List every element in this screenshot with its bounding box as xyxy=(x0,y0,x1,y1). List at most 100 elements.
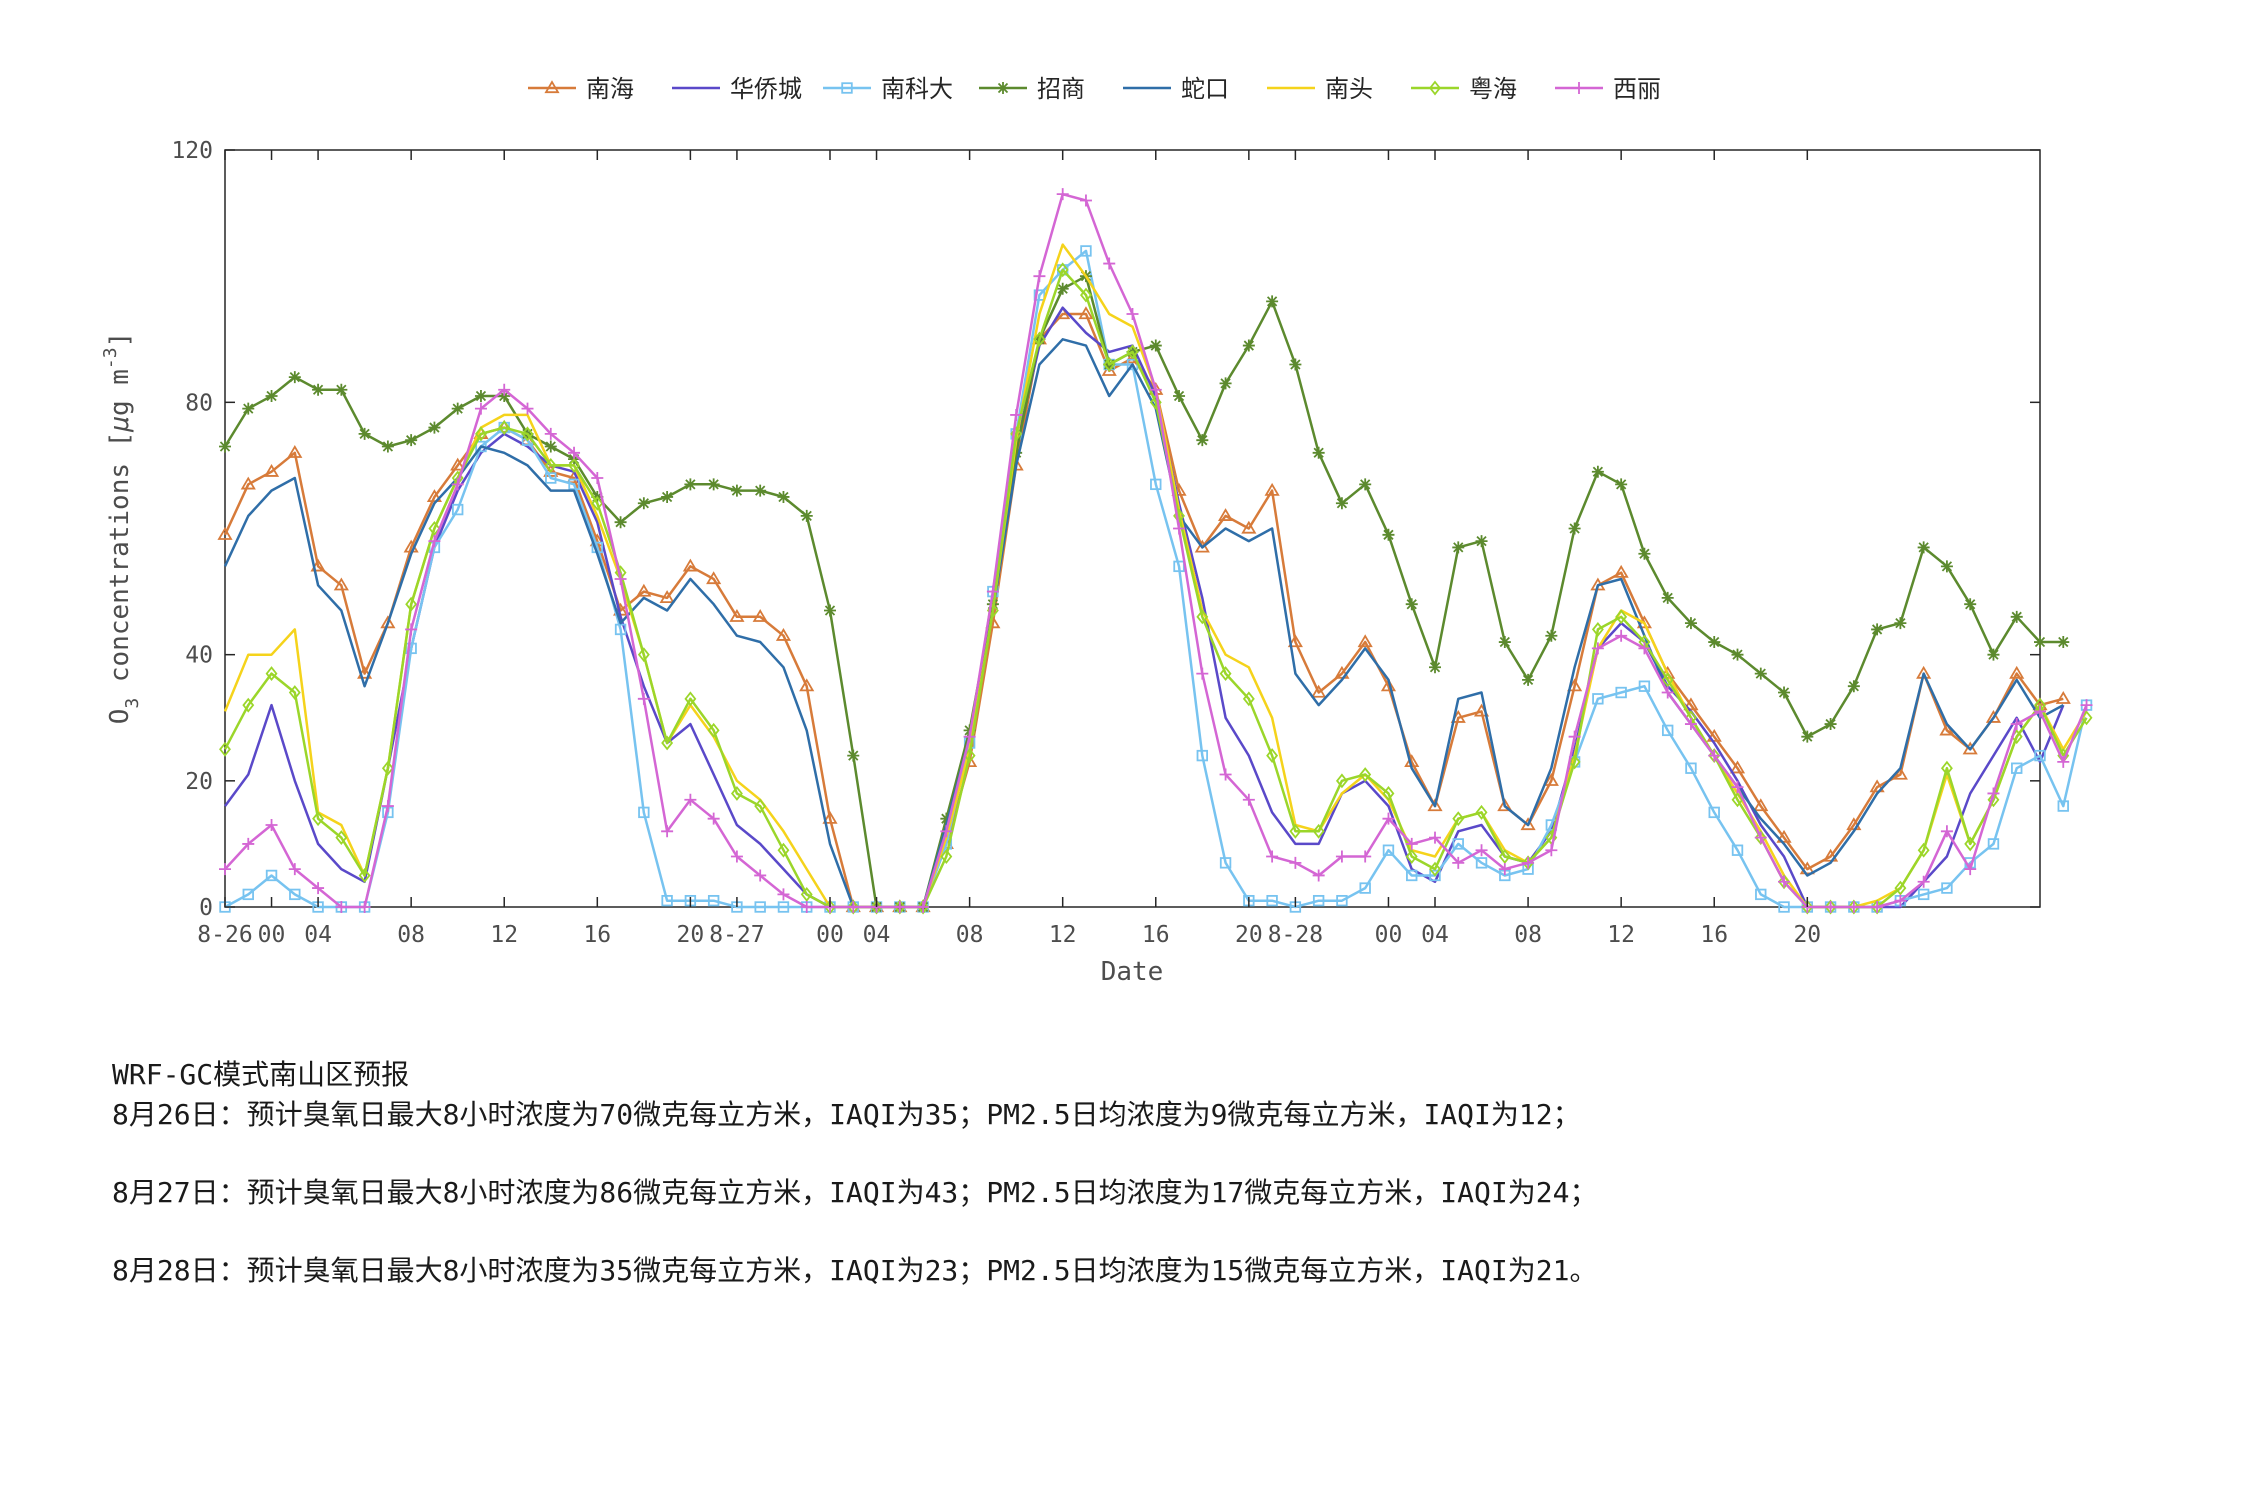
x-tick-label: 04 xyxy=(304,922,332,948)
data-point xyxy=(777,490,790,503)
data-point xyxy=(1149,394,1162,410)
data-point xyxy=(1219,377,1232,390)
data-point xyxy=(777,888,790,901)
data-point xyxy=(707,722,720,738)
data-point xyxy=(1708,749,1721,762)
data-point xyxy=(475,426,487,442)
data-point xyxy=(963,730,976,743)
x-tick-label: 20 xyxy=(1235,922,1263,948)
data-point xyxy=(1568,730,1581,743)
data-point xyxy=(381,440,394,453)
data-point xyxy=(1382,812,1395,825)
data-point xyxy=(1335,850,1348,863)
legend-item: 南海 xyxy=(528,75,634,103)
data-point xyxy=(1941,882,1953,894)
data-point xyxy=(242,402,255,415)
data-point xyxy=(1266,295,1279,308)
x-tick-label: 00 xyxy=(1375,922,1403,948)
data-point xyxy=(847,901,860,913)
series-layer xyxy=(217,188,2093,915)
data-point xyxy=(265,869,278,882)
data-point xyxy=(1892,766,1908,780)
data-point xyxy=(265,390,278,403)
data-point xyxy=(1987,792,2000,808)
data-point xyxy=(1429,861,1441,877)
data-point xyxy=(1405,849,1418,864)
data-point xyxy=(1196,609,1209,625)
legend-item: 南头 xyxy=(1267,75,1373,103)
data-point xyxy=(730,484,743,497)
data-point xyxy=(358,427,371,440)
data-point xyxy=(1196,667,1209,680)
data-point xyxy=(381,760,394,776)
data-point xyxy=(333,577,349,591)
legend-item: 南科大 xyxy=(823,75,953,103)
data-point xyxy=(1613,564,1629,578)
data-point xyxy=(1264,482,1280,496)
data-point xyxy=(1755,888,1767,901)
data-point xyxy=(1427,798,1443,812)
data-point xyxy=(1242,691,1255,707)
data-point xyxy=(2010,610,2023,623)
plot-area xyxy=(224,149,2041,908)
data-point xyxy=(263,463,280,477)
x-tick-label: 04 xyxy=(1421,922,1449,948)
data-point xyxy=(1778,875,1791,888)
data-point xyxy=(219,440,231,453)
data-point xyxy=(1149,339,1162,352)
data-point xyxy=(219,863,231,876)
data-point xyxy=(986,585,999,598)
data-point xyxy=(800,886,813,902)
data-point xyxy=(1939,722,1955,736)
data-point xyxy=(451,503,464,516)
data-point xyxy=(1289,856,1302,869)
data-point xyxy=(591,495,604,511)
x-tick-label: 08 xyxy=(1514,922,1542,948)
series-西丽 xyxy=(219,188,2093,913)
legend-marker xyxy=(544,80,560,94)
data-point xyxy=(1056,188,1069,201)
data-point xyxy=(730,786,743,801)
legend-label: 南科大 xyxy=(881,75,953,103)
data-point xyxy=(752,609,768,622)
data-point xyxy=(614,572,627,585)
data-point xyxy=(405,596,418,612)
data-point xyxy=(1380,678,1397,692)
data-point xyxy=(822,810,838,824)
data-point xyxy=(545,472,557,484)
data-point xyxy=(1010,408,1023,421)
data-point xyxy=(498,383,511,396)
data-point xyxy=(1706,728,1722,742)
data-point xyxy=(1429,661,1441,674)
data-point xyxy=(940,812,953,825)
data-point xyxy=(1405,598,1418,611)
data-point xyxy=(335,383,348,396)
data-point xyxy=(2057,800,2069,812)
data-point xyxy=(1080,287,1092,303)
data-point xyxy=(2057,636,2070,649)
data-point xyxy=(1173,522,1186,535)
data-point xyxy=(498,390,511,403)
data-point xyxy=(312,383,325,396)
data-point xyxy=(1218,508,1234,521)
data-point xyxy=(381,800,394,813)
series-line xyxy=(223,306,2065,909)
data-point xyxy=(1661,724,1674,737)
data-point xyxy=(1497,798,1513,812)
y-axis-title: O3 concentrations [μg m-3] xyxy=(100,332,143,725)
data-point xyxy=(1869,779,1885,793)
ylabel-close: ] xyxy=(105,332,135,348)
data-point xyxy=(1522,856,1535,869)
data-point xyxy=(1964,863,1977,876)
data-point xyxy=(405,623,418,636)
data-point xyxy=(1475,535,1488,548)
data-point xyxy=(1683,697,1699,711)
data-point xyxy=(2009,665,2025,679)
legend-marker xyxy=(997,82,1009,94)
data-point xyxy=(1731,844,1744,856)
data-point xyxy=(544,457,557,473)
data-point xyxy=(2080,699,2093,712)
data-point xyxy=(1452,856,1465,869)
data-point xyxy=(1312,894,1325,907)
data-point xyxy=(661,735,674,751)
